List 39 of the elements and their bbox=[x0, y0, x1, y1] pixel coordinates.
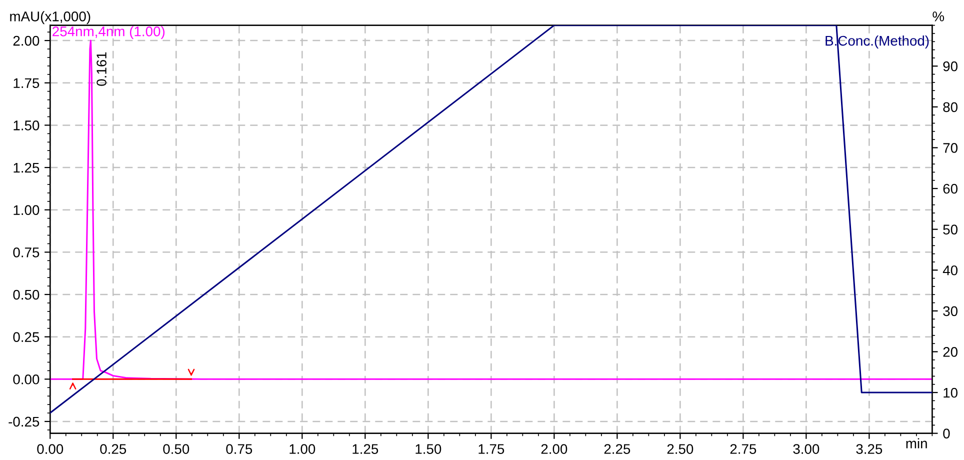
x-tick-label: 0.25 bbox=[100, 444, 126, 454]
x-tick-label: 1.00 bbox=[290, 444, 316, 454]
y-tick-label: 0.75 bbox=[13, 248, 40, 258]
y2-tick-label: 20 bbox=[943, 347, 958, 357]
x-tick-label: 1.75 bbox=[478, 444, 504, 454]
y2-tick-label: 80 bbox=[943, 102, 958, 112]
x-tick-label: 2.25 bbox=[604, 444, 630, 454]
x-tick-label: 2.75 bbox=[730, 444, 756, 454]
x-tick-label: 3.00 bbox=[793, 444, 820, 454]
y2-tick-label: 30 bbox=[943, 306, 958, 316]
y2-tick-label: 0 bbox=[943, 428, 950, 438]
series-label: 254nm,4nm (1.00) bbox=[52, 26, 165, 40]
x-tick-label: 0.50 bbox=[163, 444, 190, 454]
y2-tick-label: 50 bbox=[943, 224, 958, 234]
y-tick-label: 1.25 bbox=[14, 162, 40, 173]
x-tick-label: 1.25 bbox=[352, 444, 378, 454]
y-axis-title: mAU(x1,000) bbox=[10, 11, 90, 24]
annotation: 0.161 bbox=[96, 52, 106, 86]
y-tick-label: 1.00 bbox=[14, 205, 40, 216]
x-axis-title: min bbox=[906, 438, 927, 448]
y2-axis-title: % bbox=[932, 12, 944, 22]
y2-tick-label: 40 bbox=[942, 265, 958, 276]
y2-tick-label: 90 bbox=[943, 61, 958, 72]
y-tick-label: 0.25 bbox=[13, 332, 40, 342]
y2-tick-label: 70 bbox=[943, 143, 958, 153]
y-tick-label: 0.00 bbox=[13, 374, 40, 384]
x-tick-label: 3.25 bbox=[856, 444, 882, 454]
x-tick-label: 1.50 bbox=[416, 444, 442, 454]
y-tick-label: -0.25 bbox=[8, 416, 40, 427]
y2-tick-label: 10 bbox=[944, 388, 958, 398]
y-tick-label: 1.75 bbox=[14, 78, 40, 88]
y2-tick-label: 60 bbox=[943, 184, 958, 194]
x-tick-label: 2.50 bbox=[667, 444, 694, 454]
y-tick-label: 0.50 bbox=[13, 290, 40, 300]
y-tick-label: 1.50 bbox=[14, 120, 40, 130]
x-tick-label: 0.75 bbox=[226, 444, 252, 454]
y-tick-label: 2.00 bbox=[13, 36, 40, 46]
x-tick-label: 0.00 bbox=[37, 444, 64, 454]
x-tick-label: 2.00 bbox=[541, 444, 568, 454]
